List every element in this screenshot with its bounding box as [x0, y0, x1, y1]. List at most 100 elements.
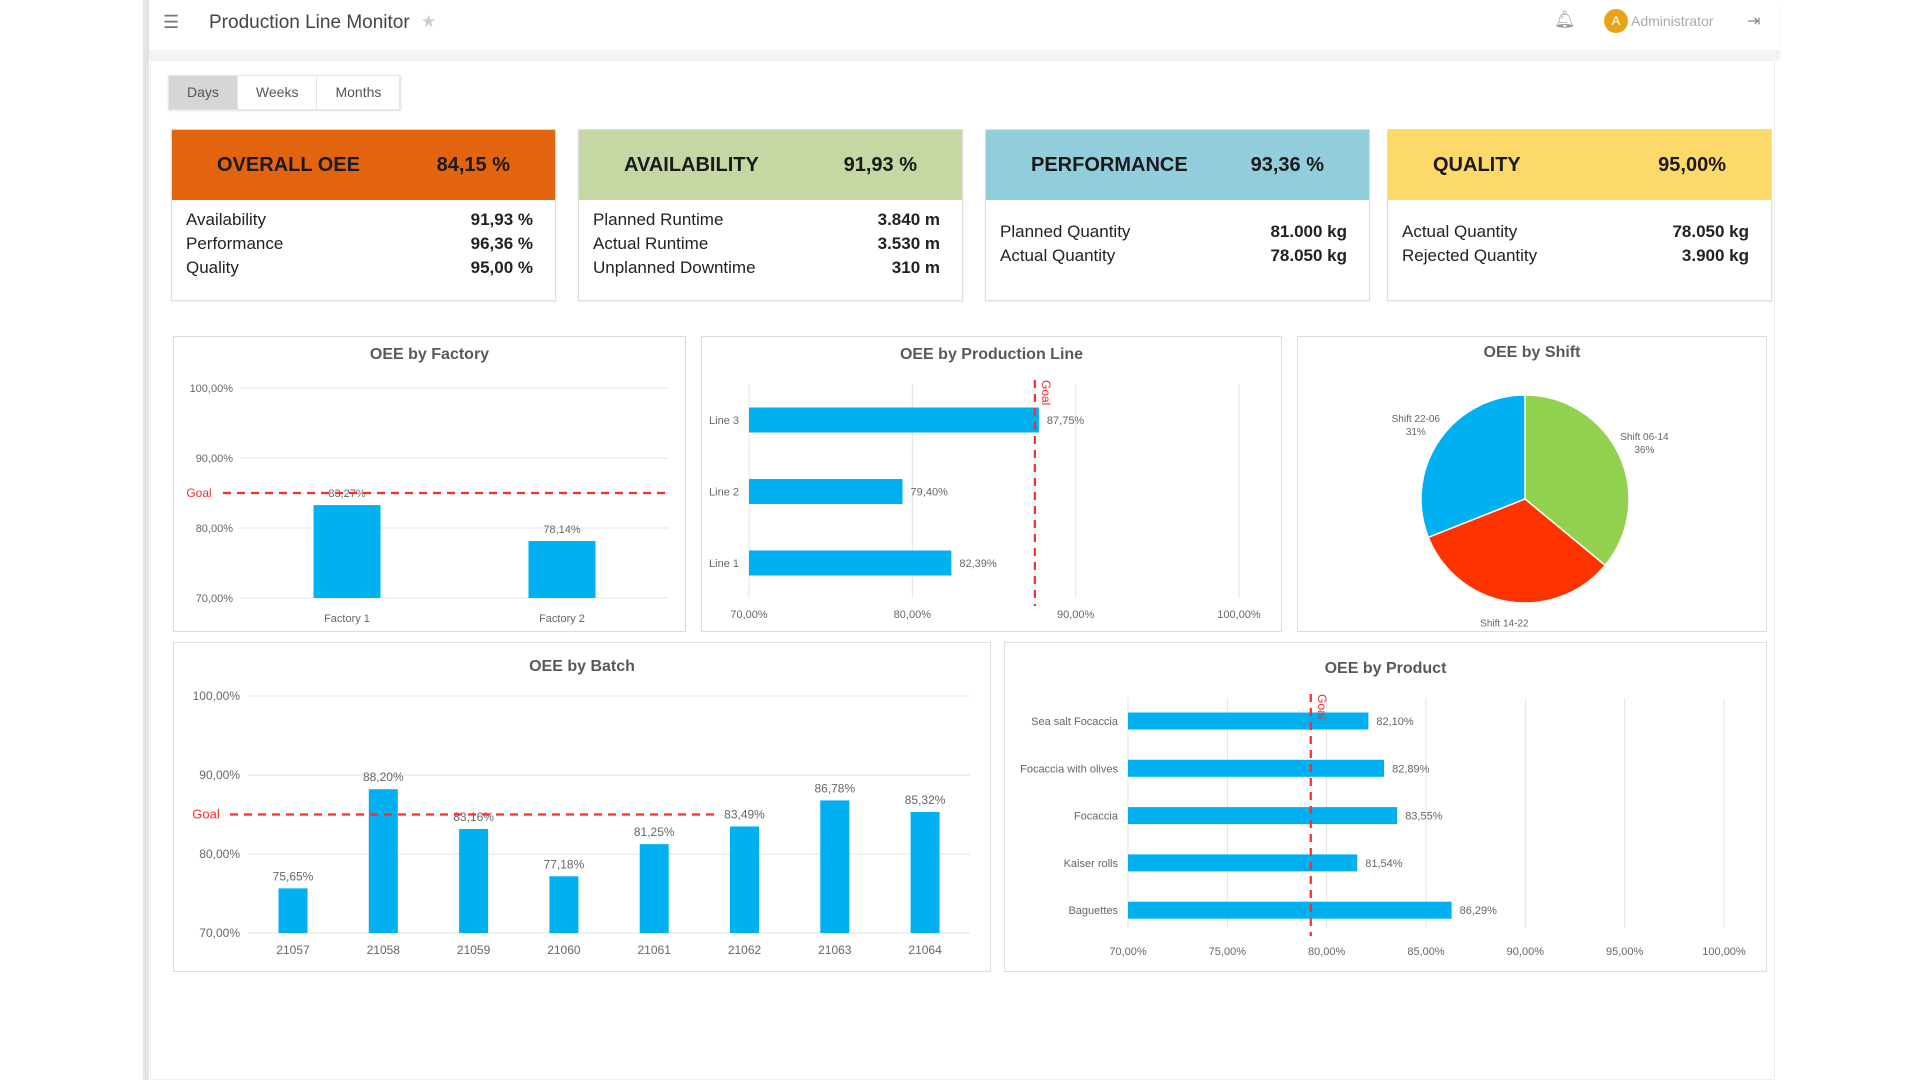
kpi-row: Unplanned Downtime 310 m — [593, 258, 948, 282]
x-tick-label: 70,00% — [730, 609, 768, 621]
bar — [749, 479, 903, 504]
y-tick-label: 80,00% — [196, 523, 234, 535]
data-label: 82,39% — [959, 558, 997, 570]
x-tick-label: Factory 1 — [324, 613, 370, 625]
kpi-card-availability: AVAILABILITY 91,93 % Planned Runtime 3.840… — [578, 129, 963, 301]
kpi-row-value: 96,36 % — [470, 234, 533, 253]
x-tick-label: 90,00% — [1507, 946, 1545, 958]
goal-label: Goal — [186, 486, 211, 500]
avatar[interactable]: A — [1604, 9, 1628, 33]
y-tick-label: Line 2 — [709, 487, 739, 499]
y-tick-label: Kaiser rolls — [1064, 858, 1119, 870]
user-name[interactable]: Administrator — [1631, 13, 1714, 29]
sidebar-edge — [143, 0, 149, 1080]
chart-title: OEE by Factory — [370, 346, 489, 363]
kpi-row: Availability 91,93 % — [186, 210, 541, 234]
bell-icon[interactable]: 🔔︎ — [1554, 10, 1576, 29]
kpi-row-value: 3.530 m — [877, 234, 940, 253]
hamburger-icon[interactable]: ☰ — [163, 12, 180, 32]
bar — [368, 789, 398, 933]
chart-title: OEE by Product — [1325, 660, 1447, 677]
y-tick-label: 70,00% — [199, 926, 240, 940]
data-label: 83,16% — [453, 810, 494, 824]
y-tick-label: 90,00% — [199, 768, 240, 782]
kpi-card-quality: QUALITY 95,00% Actual Quantity 78.050 kg Re… — [1387, 129, 1772, 301]
data-label: 78,14% — [543, 524, 581, 536]
logout-icon[interactable]: ⇥ — [1747, 13, 1761, 30]
bar — [1128, 807, 1398, 825]
kpi-row-label: Planned Quantity — [1000, 222, 1131, 241]
data-label: 86,29% — [1460, 905, 1498, 917]
page-title: Production Line Monitor — [209, 12, 410, 33]
data-label: 79,40% — [911, 487, 949, 499]
data-label: 83,55% — [1405, 811, 1443, 823]
y-tick-label: 90,00% — [196, 453, 234, 465]
chart-title: OEE by Batch — [529, 658, 635, 675]
x-tick-label: 80,00% — [894, 609, 932, 621]
kpi-card-performance: PERFORMANCE 93,36 % Planned Quantity 81.00… — [985, 129, 1370, 301]
bar — [278, 888, 308, 933]
kpi-row-value: 78.050 kg — [1672, 222, 1749, 241]
goal-label: Goal — [192, 807, 220, 822]
bar — [749, 407, 1039, 433]
period-tabs: Days Weeks Months — [168, 75, 402, 110]
kpi-row: Planned Quantity 81.000 kg — [1000, 222, 1355, 246]
x-tick-label: 21057 — [276, 943, 310, 957]
x-tick-label: 21058 — [367, 943, 401, 957]
kpi-title: QUALITY — [1433, 153, 1521, 176]
kpi-row-label: Quality — [186, 258, 239, 277]
x-tick-label: 21062 — [728, 943, 762, 957]
top-header: ☰ Production Line Monitor ★ 🔔︎ A Adminis… — [149, 0, 1780, 50]
y-tick-label: 100,00% — [193, 689, 241, 703]
bar — [1128, 759, 1385, 777]
chart-oee-by-line: OEE by Production Line 70,00% 80,00% 90,00%… — [701, 336, 1282, 632]
kpi-value: 84,15 % — [436, 153, 510, 176]
kpi-row: Planned Runtime 3.840 m — [593, 210, 948, 234]
bar — [639, 844, 669, 933]
kpi-value: 93,36 % — [1250, 153, 1324, 176]
chart-title: OEE by Production Line — [900, 346, 1083, 363]
bar — [730, 826, 759, 933]
y-tick-label: Baguettes — [1068, 905, 1118, 917]
kpi-title: OVERALL OEE — [217, 153, 360, 176]
data-label: 82,10% — [1376, 716, 1414, 728]
tab-days[interactable]: Days — [169, 76, 238, 109]
y-tick-label: Line 3 — [709, 415, 739, 427]
tab-months[interactable]: Months — [317, 76, 401, 109]
kpi-row-value: 95,00 % — [470, 258, 533, 277]
data-label: 75,65% — [273, 869, 314, 883]
chart-oee-by-batch: OEE by Batch 70,00% 80,00% 90,00% 100,00% 75,… — [173, 642, 991, 972]
chart-title: OEE by Shift — [1484, 344, 1582, 361]
kpi-header: OVERALL OEE 84,15 % — [172, 130, 555, 200]
data-label: 77,18% — [544, 857, 585, 871]
bar — [459, 829, 489, 933]
data-label: 81,54% — [1365, 858, 1403, 870]
kpi-row: Rejected Quantity 3.900 kg — [1402, 246, 1757, 270]
x-tick-label: 21060 — [547, 943, 581, 957]
data-label: 88,20% — [363, 770, 404, 784]
kpi-card-overall-oee: OVERALL OEE 84,15 % Availability 91,93 % Pe… — [171, 129, 556, 301]
kpi-row: Actual Runtime 3.530 m — [593, 234, 948, 258]
star-icon[interactable]: ★ — [421, 12, 437, 31]
header-divider — [149, 50, 1780, 60]
kpi-row-value: 3.900 kg — [1681, 246, 1749, 265]
bar — [1128, 854, 1358, 872]
kpi-row-value: 81.000 kg — [1270, 222, 1347, 241]
data-label: 83,49% — [724, 807, 765, 821]
slice-label: Shift 22-06 — [1392, 414, 1441, 425]
kpi-row-value: 78.050 kg — [1270, 246, 1347, 265]
tab-weeks[interactable]: Weeks — [237, 76, 318, 109]
kpi-row-label: Availability — [186, 210, 267, 229]
goal-label: Goal — [1315, 694, 1329, 719]
x-tick-label: 70,00% — [1109, 946, 1147, 958]
kpi-row: Quality 95,00 % — [186, 258, 541, 282]
y-tick-label: 100,00% — [190, 383, 234, 395]
x-tick-label: 100,00% — [1702, 946, 1746, 958]
slice-value: 36% — [1634, 445, 1654, 456]
x-tick-label: 100,00% — [1217, 609, 1261, 621]
kpi-title: AVAILABILITY — [624, 153, 759, 176]
kpi-value: 91,93 % — [843, 153, 917, 176]
x-tick-label: 75,00% — [1209, 946, 1247, 958]
x-tick-label: 85,00% — [1407, 946, 1445, 958]
